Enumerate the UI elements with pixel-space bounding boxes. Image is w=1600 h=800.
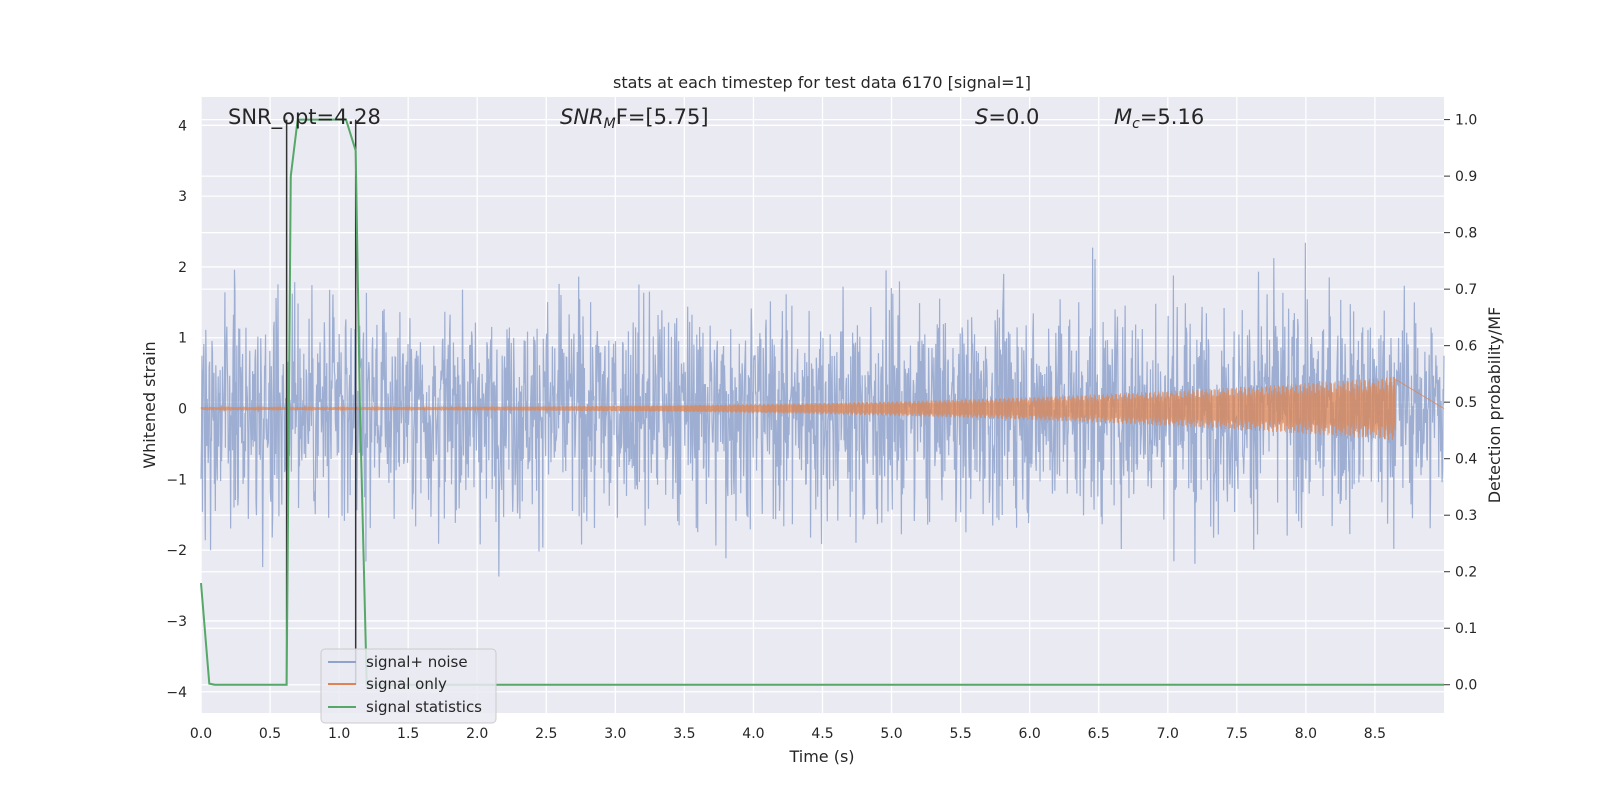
x-tick-label: 1.5: [397, 726, 419, 742]
snr-mf-rest: F=[5.75]: [616, 105, 709, 129]
mc-base: M: [1114, 105, 1132, 129]
s-val: =0.0: [988, 105, 1039, 129]
legend-label-noise: signal+ noise: [366, 653, 468, 671]
y-tick-label: 1: [178, 331, 187, 347]
y-tick-label: 3: [178, 189, 187, 205]
annotation-s: S=0.0: [975, 105, 1039, 129]
legend: signal+ noise signal only signal statist…: [320, 648, 497, 724]
y-right-tick-labels: 1.0 0.9 0.8 0.7 0.6 0.5 0.4 0.3 0.2 0.1 0.0: [1444, 113, 1477, 694]
x-tick-label: 8.0: [1295, 726, 1317, 742]
mc-val: =5.16: [1140, 105, 1204, 129]
y-tick-labels: 4 3 2 1 0 −1 −2 −3 −4: [166, 118, 187, 700]
annotation-snr-mf: SNRMF=[5.75]: [560, 105, 709, 132]
y-right-tick-label: 0.9: [1455, 169, 1477, 185]
x-tick-label: 1.0: [328, 726, 350, 742]
y-right-tick-label: 1.0: [1455, 113, 1477, 129]
y-right-tick-label: 0.1: [1455, 621, 1477, 637]
y-tick-label: 0: [178, 402, 187, 418]
x-tick-label: 8.5: [1364, 726, 1386, 742]
y-tick-label: −4: [166, 685, 187, 701]
legend-box: [320, 648, 497, 724]
mc-sub: c: [1132, 116, 1140, 132]
x-tick-labels: 0.0 0.5 1.0 1.5 2.0 2.5 3.0 3.5 4.0 4.5 5.0 5.5 6.0 6…: [190, 726, 1386, 742]
x-tick-label: 6.0: [1019, 726, 1041, 742]
y-tick-label: −3: [166, 614, 187, 630]
annotation-snr-opt: SNR_opt=4.28: [228, 105, 381, 130]
s-var: S: [975, 105, 988, 129]
x-tick-label: 3.5: [673, 726, 695, 742]
x-axis-label: Time (s): [788, 747, 854, 766]
x-tick-label: 5.0: [880, 726, 902, 742]
y-tick-label: 4: [178, 118, 187, 134]
y-right-tick-label: 0.2: [1455, 565, 1477, 581]
y-tick-label: −2: [166, 543, 187, 559]
y-axis-label: Whitened strain: [140, 341, 159, 468]
y-right-tick-label: 0.3: [1455, 508, 1477, 524]
x-tick-label: 0.0: [190, 726, 212, 742]
legend-label-stats: signal statistics: [366, 698, 482, 716]
x-tick-label: 3.0: [604, 726, 626, 742]
x-tick-label: 6.5: [1088, 726, 1110, 742]
signal-line: [200, 377, 1445, 441]
series-signal-plus-noise: [200, 242, 1445, 577]
x-tick-label: 2.5: [535, 726, 557, 742]
snr-mf-sub: M: [604, 116, 616, 132]
x-tick-label: 7.5: [1226, 726, 1248, 742]
y-right-tick-label: 0.7: [1455, 282, 1477, 298]
annotation-mc: Mc=5.16: [1114, 105, 1204, 132]
y-right-axis-label: Detection probability/MF: [1485, 307, 1504, 504]
x-tick-label: 7.0: [1157, 726, 1179, 742]
y-right-tick-label: 0.5: [1455, 395, 1477, 411]
y-tick-label: −1: [166, 472, 187, 488]
chart-title: stats at each timestep for test data 617…: [613, 73, 1031, 92]
x-tick-label: 5.5: [949, 726, 971, 742]
x-tick-label: 4.0: [742, 726, 764, 742]
series-signal-only: [200, 377, 1445, 441]
y-right-tick-label: 0.0: [1455, 678, 1477, 694]
x-tick-label: 4.5: [811, 726, 833, 742]
snr-mf-base: SNR: [560, 105, 604, 129]
y-right-tick-label: 0.4: [1455, 452, 1477, 468]
y-tick-label: 2: [178, 260, 187, 276]
noise-line: [200, 242, 1445, 577]
y-right-tick-label: 0.8: [1455, 226, 1477, 242]
x-tick-label: 2.0: [466, 726, 488, 742]
y-right-tick-label: 0.6: [1455, 339, 1477, 355]
legend-label-signal: signal only: [366, 675, 447, 693]
x-tick-label: 0.5: [259, 726, 281, 742]
